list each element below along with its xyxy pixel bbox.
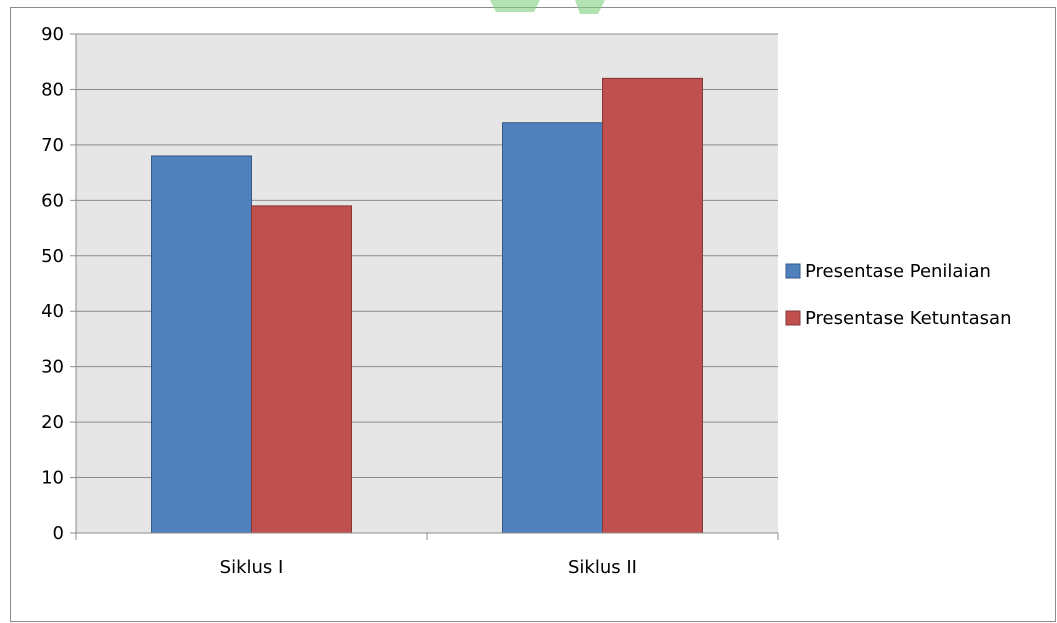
legend: Presentase Penilaian Presentase Ketuntasa…: [785, 261, 1012, 329]
legend-label-presentase-penilaian: Presentase Penilaian: [805, 261, 991, 282]
y-tick-label: 20: [41, 412, 64, 433]
legend-swatch-presentase-penilaian: [785, 263, 801, 279]
y-tick-label: 80: [41, 79, 64, 100]
bar-presentase-ketuntasan-siklus-ii: [602, 77, 703, 534]
y-tick-label: 40: [41, 301, 64, 322]
bar-presentase-penilaian-siklus-ii: [502, 122, 603, 534]
y-tick-label: 0: [53, 523, 64, 544]
y-tick-label: 30: [41, 357, 64, 378]
y-tick-label: 10: [41, 468, 64, 489]
x-tick-label: Siklus I: [220, 557, 284, 578]
bar-presentase-penilaian-siklus-i: [151, 155, 252, 534]
bars: [151, 77, 703, 534]
y-tick-label: 90: [41, 24, 64, 45]
bar-presentase-ketuntasan-siklus-i: [251, 205, 352, 534]
legend-swatch-presentase-ketuntasan: [785, 310, 801, 326]
x-tick-label: Siklus II: [568, 557, 637, 578]
legend-label-presentase-ketuntasan: Presentase Ketuntasan: [805, 308, 1012, 329]
y-tick-label: 50: [41, 246, 64, 267]
y-tick-label: 70: [41, 135, 64, 156]
y-tick-label: 60: [41, 190, 64, 211]
axes: 0 10 20 30 40 50 60 70 80 90 Siklus I Siklus II: [41, 24, 779, 578]
